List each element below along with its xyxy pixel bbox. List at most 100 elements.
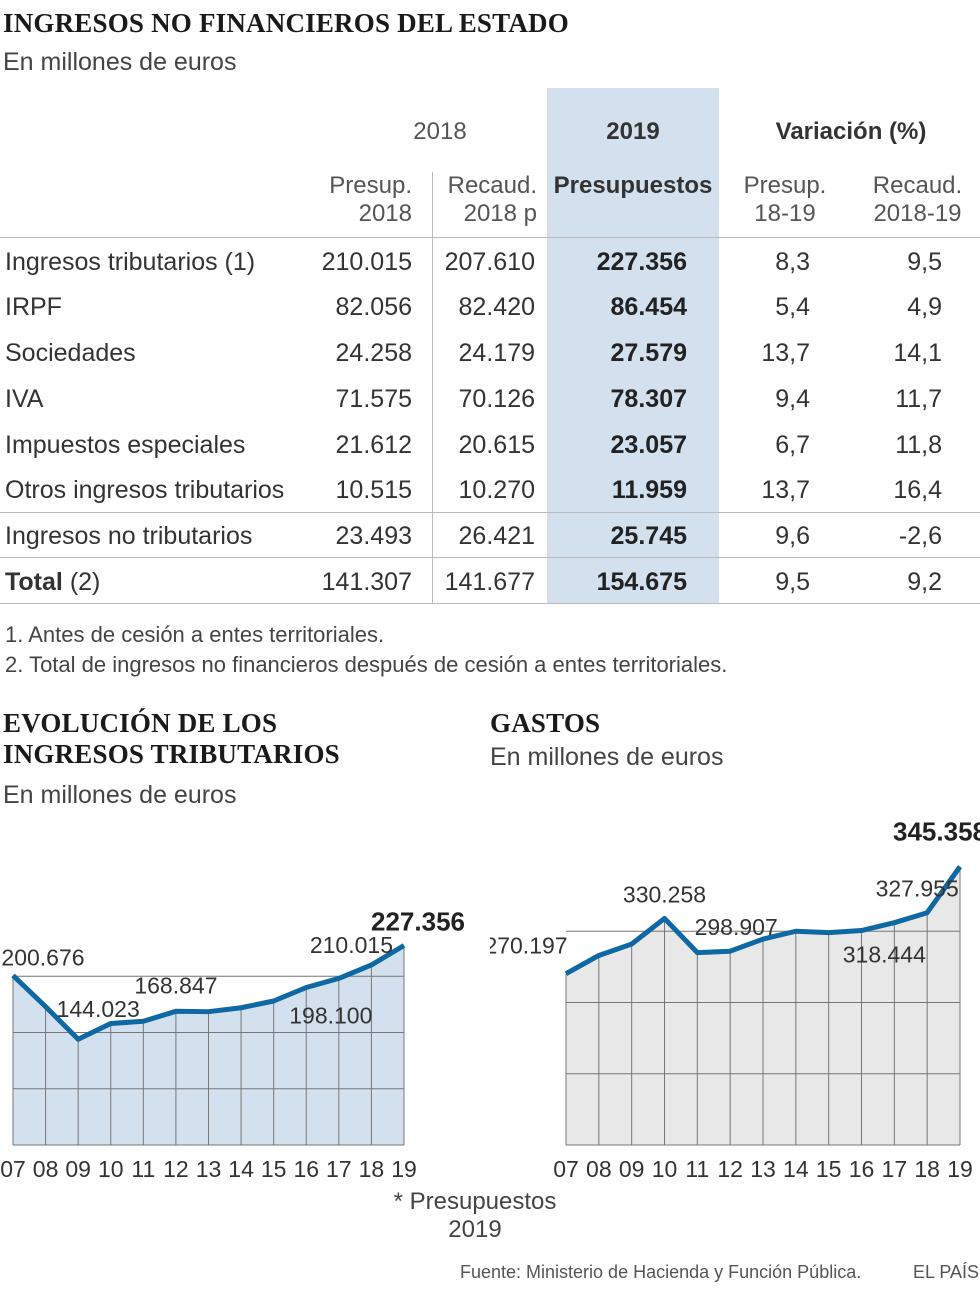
cell-presup-2018: 10.515 (335, 476, 412, 504)
cell-var-presup: 13,7 (761, 339, 810, 367)
cell-var-presup: 13,7 (761, 476, 810, 504)
cell-var-recaud: 16,4 (893, 476, 942, 504)
row-label: Total (2) (5, 568, 100, 597)
header-2019: 2019 (606, 118, 660, 145)
cell-presup-2018: 21.612 (335, 431, 412, 459)
cell-presup-2018: 141.307 (321, 568, 412, 596)
tick-label: 09 (65, 1156, 91, 1182)
data-label: 227.356 (371, 906, 465, 936)
cell-presup-2018: 24.258 (335, 339, 412, 367)
col-header-recaud-2018: Recaud. 2018 p (447, 172, 537, 227)
row-label-suffix: (2) (62, 568, 101, 596)
tick-label: 13 (750, 1156, 776, 1182)
col-header-var-recaud: Recaud. 2018-19 (872, 172, 963, 227)
table-note-1: 1. Antes de cesión a entes territoriales… (5, 622, 385, 647)
cell-presup-2018: 82.056 (335, 293, 412, 321)
cell-var-recaud: 11,7 (895, 385, 942, 413)
data-label: 330.258 (623, 881, 706, 907)
tick-label: 08 (33, 1156, 59, 1182)
tick-label: 19 (391, 1156, 417, 1182)
data-label: 198.100 (289, 1002, 372, 1028)
tick-label: 11 (685, 1156, 709, 1182)
table-title: INGRESOS NO FINANCIEROS DEL ESTADO (3, 8, 569, 38)
data-label: 200.676 (1, 944, 84, 970)
col-header-var-presup: Presup. 18-19 (743, 172, 827, 227)
cell-var-recaud: 9,2 (907, 568, 942, 596)
tick-label: 09 (619, 1156, 645, 1182)
chart2-subtitle: En millones de euros (490, 743, 724, 771)
table-note-2: 2. Total de ingresos no financieros desp… (5, 652, 728, 677)
row-label: Ingresos no tributarios (5, 522, 253, 550)
table-row-divider (0, 557, 980, 558)
tick-label: 14 (783, 1156, 809, 1182)
table-bottom-divider (0, 603, 980, 604)
cell-presup-2019: 78.307 (610, 385, 687, 413)
row-label: IRPF (5, 293, 62, 321)
cell-presup-2019: 23.057 (610, 431, 687, 459)
data-label: 327.955 (876, 876, 959, 902)
tick-label: 15 (261, 1156, 287, 1182)
series-line (11, 943, 406, 1042)
cell-recaud-2018: 26.421 (458, 522, 535, 550)
cell-var-presup: 5,4 (775, 293, 810, 321)
cell-recaud-2018: 24.179 (458, 339, 535, 367)
header-2018: 2018 (413, 118, 467, 145)
cell-recaud-2018: 141.677 (444, 568, 535, 596)
data-label: 210.015 (310, 932, 393, 958)
tick-label: 10 (652, 1156, 678, 1182)
tick-label: 17 (326, 1156, 352, 1182)
table-column-divider (432, 172, 433, 603)
data-label: 270.197 (490, 933, 568, 959)
chart2-title: GASTOS (490, 708, 601, 738)
cell-presup-2018: 210.015 (321, 248, 412, 276)
tick-label: 11 (131, 1156, 155, 1182)
highlight-column-2019 (547, 88, 719, 604)
cell-presup-2018: 23.493 (335, 522, 412, 550)
row-label: Impuestos especiales (5, 431, 246, 459)
data-label: 144.023 (57, 996, 140, 1022)
brand-logo: EL PAÍS (913, 1262, 980, 1282)
chart1-tributarios: 07 08 09 10 11 12 13 14 15 16 17 18 19200.676144.023… (0, 906, 465, 1182)
chart1-title: EVOLUCIÓN DE LOS INGRESOS TRIBUTARIOS (3, 708, 340, 769)
chart2-gastos: 07 08 09 10 11 12 13 14 15 16 17 18 19 270.197 330.258… (490, 820, 980, 1182)
data-label: 345.358 (893, 820, 980, 847)
tick-label: 12 (717, 1156, 743, 1182)
cell-presup-2019: 25.745 (610, 522, 687, 550)
cell-var-presup: 9,4 (775, 385, 810, 413)
row-label: Sociedades (5, 339, 136, 367)
cell-presup-2019: 154.675 (596, 568, 687, 596)
cell-presup-2019: 227.356 (596, 248, 687, 276)
cell-var-recaud: 9,5 (907, 248, 942, 276)
cell-recaud-2018: 82.420 (458, 293, 535, 321)
tick-label: 16 (849, 1156, 875, 1182)
cell-presup-2019: 27.579 (610, 339, 687, 367)
data-label: 318.444 (843, 942, 926, 968)
cell-recaud-2018: 20.615 (458, 431, 535, 459)
tick-label: 10 (98, 1156, 124, 1182)
source-note: Fuente: Ministerio de Hacienda y Función… (460, 1262, 862, 1282)
row-label: Ingresos tributarios (1) (5, 248, 256, 276)
tick-label: 13 (196, 1156, 222, 1182)
cell-var-recaud: 4,9 (907, 293, 942, 321)
tick-label: 15 (816, 1156, 842, 1182)
tick-label: 18 (359, 1156, 385, 1182)
cell-recaud-2018: 10.270 (458, 476, 535, 504)
row-label: Otros ingresos tributarios (5, 476, 285, 504)
cell-var-presup: 8,3 (775, 248, 810, 276)
cell-var-recaud: 14,1 (893, 339, 942, 367)
tick-label: 07 (0, 1156, 26, 1182)
row-label: IVA (5, 385, 44, 413)
tick-label: 17 (882, 1156, 908, 1182)
cell-presup-2018: 71.575 (335, 385, 412, 413)
col-header-presup-2018: Presup. 2018 (329, 172, 412, 227)
chart1-note: * Presupuestos 2019 (393, 1188, 557, 1243)
row-label-bold: Total (5, 568, 63, 596)
header-variacion: Variación (%) (775, 118, 927, 145)
series-line (564, 865, 963, 976)
chart1-subtitle: En millones de euros (3, 781, 237, 809)
table-header-divider (0, 237, 980, 238)
col-header-presupuestos: Presupuestos (553, 172, 713, 199)
tick-label: 08 (586, 1156, 612, 1182)
cell-presup-2019: 11.959 (611, 476, 687, 504)
table-row-divider (0, 512, 980, 513)
